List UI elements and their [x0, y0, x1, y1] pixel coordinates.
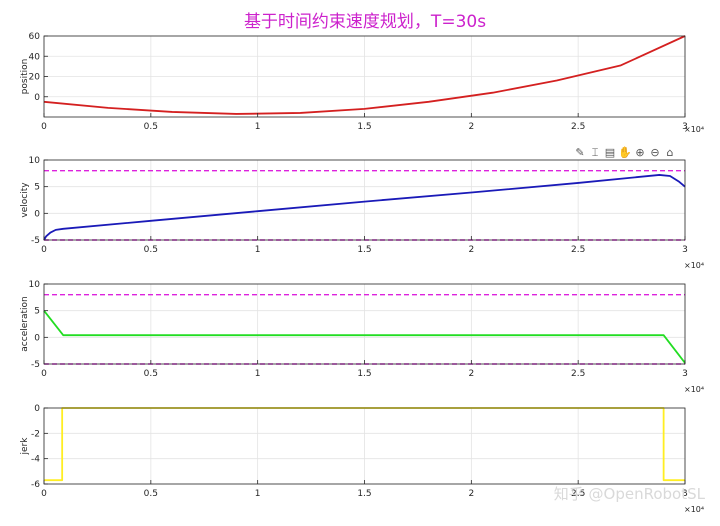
y-tick-label: 0 — [34, 404, 40, 414]
x-tick-label: 2.5 — [571, 245, 585, 255]
x-exponent-label: ×10⁴ — [684, 261, 704, 270]
pan-hand-icon[interactable]: ✋ — [618, 146, 632, 159]
subplot-1: 0 0.5 1 1.5 2 2.5 3 0 20 40 60 position ×10⁴ — [20, 32, 704, 134]
x-exponent-label: ×10⁴ — [684, 505, 704, 514]
x-tick-label: 1.5 — [357, 245, 371, 255]
y-tick-label: -5 — [31, 236, 40, 246]
y-axis-label: velocity — [20, 182, 30, 218]
zoom-out-icon[interactable]: ⊖ — [650, 146, 659, 159]
y-axis-label: jerk — [20, 437, 30, 456]
x-tick-label: 0.5 — [144, 122, 158, 132]
y-tick-label: 5 — [34, 183, 40, 193]
x-tick-label: 2.5 — [571, 489, 585, 499]
y-tick-label: 10 — [29, 280, 41, 290]
y-tick-label: -2 — [31, 429, 40, 439]
x-tick-label: 2.5 — [571, 122, 585, 132]
x-tick-label: 0.5 — [144, 489, 158, 499]
zoom-in-icon[interactable]: ⊕ — [635, 146, 644, 159]
x-tick-label: 3 — [682, 122, 688, 132]
x-tick-label: 0 — [41, 122, 47, 132]
data-tip-icon[interactable]: ⌶ — [592, 146, 599, 159]
x-tick-label: 2 — [468, 369, 474, 379]
x-tick-label: 1.5 — [357, 369, 371, 379]
save-icon[interactable]: ▤ — [605, 146, 615, 159]
x-tick-label: 2 — [468, 122, 474, 132]
series-line — [43, 310, 686, 364]
x-tick-label: 2 — [468, 245, 474, 255]
x-tick-label: 1 — [255, 122, 261, 132]
x-tick-label: 0.5 — [144, 369, 158, 379]
series-line — [43, 174, 686, 241]
figure-title: 基于时间约束速度规划，T=30s — [244, 12, 486, 32]
x-tick-label: 2 — [468, 489, 474, 499]
home-icon[interactable]: ⌂ — [667, 146, 674, 159]
y-tick-label: 0 — [34, 209, 40, 219]
x-tick-label: 0.5 — [144, 245, 158, 255]
y-tick-label: 10 — [29, 156, 41, 166]
y-tick-label: 5 — [34, 307, 40, 317]
subplot-4: 0 0.5 1 1.5 2 2.5 3 -6 -4 -2 0 jerk ×10⁴ — [20, 404, 704, 514]
x-tick-label: 0 — [41, 245, 47, 255]
x-tick-label: 1 — [255, 369, 261, 379]
y-tick-label: 0 — [34, 93, 40, 103]
x-tick-label: 1.5 — [357, 122, 371, 132]
y-tick-label: -5 — [31, 360, 40, 370]
x-tick-label: 0 — [41, 369, 47, 379]
x-tick-label: 3 — [682, 369, 688, 379]
x-tick-label: 3 — [682, 489, 688, 499]
x-tick-label: 1.5 — [357, 489, 371, 499]
watermark: 知乎 @OpenRobotSL — [554, 485, 706, 503]
y-axis-label: acceleration — [20, 296, 30, 351]
y-tick-label: 0 — [34, 333, 40, 343]
y-axis-label: position — [20, 59, 30, 95]
brush-icon[interactable]: ✎ — [575, 146, 584, 159]
series-line — [43, 35, 686, 115]
y-tick-label: -4 — [31, 455, 40, 465]
x-tick-label: 1 — [255, 245, 261, 255]
x-exponent-label: ×10⁴ — [684, 125, 704, 134]
y-tick-label: 20 — [29, 73, 41, 83]
x-tick-label: 3 — [682, 245, 688, 255]
x-tick-label: 0 — [41, 489, 47, 499]
axes-toolbar[interactable]: ✎ ⌶ ▤ ✋ ⊕ ⊖ ⌂ — [575, 146, 673, 159]
y-tick-label: 60 — [29, 32, 41, 42]
x-tick-label: 1 — [255, 489, 261, 499]
y-tick-label: -6 — [31, 480, 40, 490]
x-exponent-label: ×10⁴ — [684, 385, 704, 394]
y-tick-label: 40 — [29, 52, 41, 62]
x-tick-label: 2.5 — [571, 369, 585, 379]
